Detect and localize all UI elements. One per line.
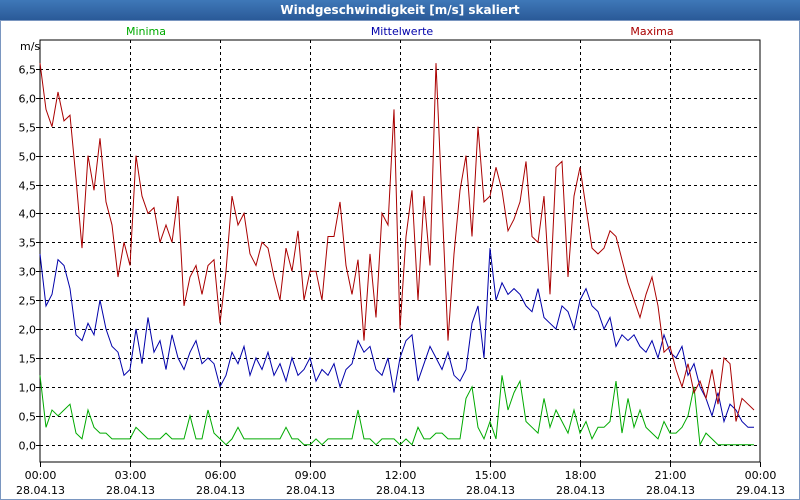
legend-maxima: Maxima: [630, 25, 673, 38]
y-tick-label: 0,0: [19, 440, 37, 453]
y-tick-label: 4,5: [19, 180, 37, 193]
x-tick-label-date: 28.04.13: [286, 484, 335, 497]
x-tick-label-date: 28.04.13: [556, 484, 605, 497]
y-tick-label: 0,5: [19, 411, 37, 424]
y-tick-label: 6,5: [19, 64, 37, 77]
y-tick-label: 1,5: [19, 353, 37, 366]
x-tick-label-date: 28.04.13: [376, 484, 425, 497]
y-tick-label: 5,5: [19, 122, 37, 135]
y-axis-unit-label: m/s: [20, 40, 40, 53]
x-tick-label-time: 03:00: [115, 469, 147, 482]
maxima-line: [39, 63, 755, 422]
x-tick-label-time: 15:00: [475, 469, 507, 482]
x-tick-label-time: 18:00: [565, 469, 597, 482]
y-tick-label: 2,5: [19, 295, 37, 308]
x-tick-label-date: 28.04.13: [196, 484, 245, 497]
x-tick-label-date: 28.04.13: [466, 484, 515, 497]
x-tick-label-time: 00:00: [25, 469, 57, 482]
mittelwerte-line: [39, 248, 754, 428]
y-tick-label: 2,0: [19, 324, 37, 337]
y-tick-label: 5,0: [19, 151, 37, 164]
y-tick-label: 6,0: [19, 93, 37, 106]
y-tick-label: 4,0: [19, 208, 37, 221]
y-tick-label: 3,0: [19, 266, 37, 279]
window-title: Windgeschwindigkeit [m/s] skaliert: [0, 0, 800, 20]
x-tick-label-date: 28.04.13: [16, 484, 65, 497]
legend-minima: Minima: [126, 25, 166, 38]
legend-mittelwerte: Mittelwerte: [371, 25, 434, 38]
y-tick-label: 3,5: [19, 237, 37, 250]
x-tick-label-date: 28.04.13: [106, 484, 155, 497]
x-tick-label-time: 00:00: [745, 469, 777, 482]
y-tick-label: 1,0: [19, 382, 37, 395]
minima-line: [39, 375, 754, 447]
x-tick-label-time: 21:00: [655, 469, 687, 482]
x-tick-label-time: 06:00: [205, 469, 237, 482]
x-tick-label-date: 28.04.13: [646, 484, 695, 497]
x-tick-label-time: 12:00: [385, 469, 417, 482]
x-tick-label-time: 09:00: [295, 469, 327, 482]
x-tick-label-date: 29.04.13: [736, 484, 785, 497]
